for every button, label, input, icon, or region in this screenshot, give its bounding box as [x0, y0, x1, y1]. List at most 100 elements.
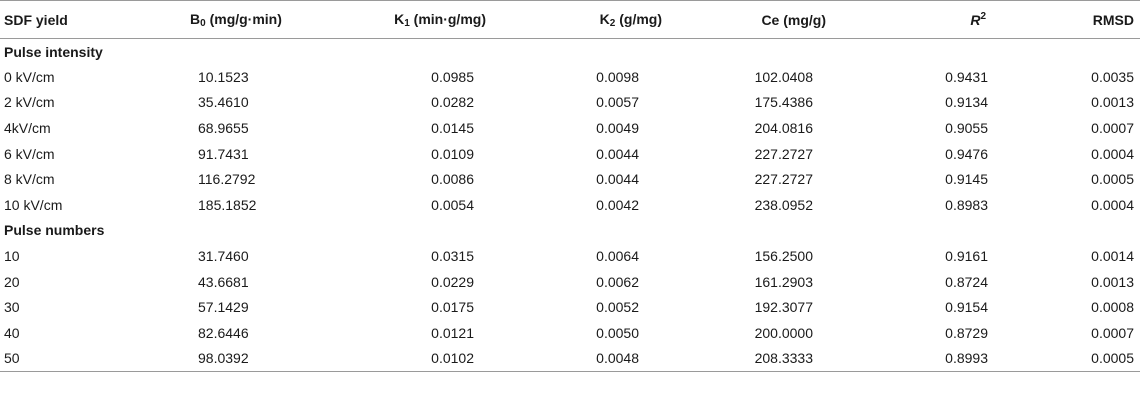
table-row: 50 98.0392 0.0102 0.0048 208.3333 0.8993 0.000…	[0, 345, 1140, 372]
cell-k2: 0.0048	[556, 345, 716, 372]
header-ce-label: Ce (mg/g)	[761, 11, 826, 28]
cell-k2: 0.0044	[596, 145, 639, 162]
cell-ce: 208.3333	[716, 345, 896, 372]
header-r2: R2	[896, 0, 1038, 39]
cell-b0: 116.2792	[198, 171, 256, 188]
section-header-row: Pulse intensity	[0, 39, 1140, 65]
cell-label: 8 kV/cm	[4, 171, 55, 188]
cell-k2: 0.0098	[596, 68, 639, 85]
section-header-row: Pulse numbers	[0, 218, 1140, 244]
cell-k2: 0.0049	[596, 120, 639, 137]
table-row: 10 31.7460 0.0315 0.0064 156.2500 0.9161 0.001…	[0, 243, 1140, 269]
cell-k1: 0.0121	[431, 324, 474, 341]
cell-b0: 68.9655	[198, 120, 249, 137]
header-b0-subscript: 0	[200, 17, 206, 29]
cell-r2: 0.8729	[945, 324, 988, 341]
header-k1-unit: (min·g/mg)	[409, 10, 486, 27]
cell-label: 30	[4, 299, 20, 316]
header-k1-symbol: K	[394, 10, 405, 27]
cell-r2: 0.8983	[945, 196, 988, 213]
header-b0-symbol: B	[190, 10, 201, 27]
cell-k2: 0.0050	[596, 324, 639, 341]
header-r2-symbol: R	[970, 12, 981, 28]
cell-k2: 0.0062	[596, 273, 639, 290]
cell-label: 0 kV/cm	[4, 68, 55, 85]
header-k2-symbol: K	[599, 10, 610, 27]
cell-k1: 0.0145	[431, 120, 474, 137]
header-k2-subscript: 2	[609, 17, 616, 29]
header-rmsd-label: RMSD	[1092, 11, 1134, 28]
header-r2-superscript: 2	[980, 11, 986, 22]
cell-r2: 0.9476	[945, 145, 988, 162]
table-header: SDF yield B0 (mg/g·min) K1 (min·g/mg) K2…	[0, 0, 1140, 39]
cell-ce: 200.0000	[754, 324, 813, 341]
cell-ce: 227.2727	[754, 145, 813, 162]
table-body: Pulse intensity 0 kV/cm 10.1523 0.0985 0.009…	[0, 39, 1140, 372]
cell-rmsd: 0.0004	[1091, 196, 1134, 213]
header-row: SDF yield B0 (mg/g·min) K1 (min·g/mg) K2…	[0, 0, 1140, 39]
kinetics-table: SDF yield B0 (mg/g·min) K1 (min·g/mg) K2…	[0, 0, 1140, 372]
cell-b0: 43.6681	[198, 273, 249, 290]
cell-rmsd: 0.0035	[1091, 68, 1134, 85]
cell-k2: 0.0052	[596, 299, 639, 316]
cell-k1: 0.0086	[431, 171, 474, 188]
cell-rmsd: 0.0005	[1091, 171, 1134, 188]
cell-rmsd: 0.0005	[1038, 345, 1140, 372]
cell-label: 10 kV/cm	[4, 196, 63, 213]
table-row: 2 kV/cm 35.4610 0.0282 0.0057 175.4386 0.9134…	[0, 90, 1140, 116]
cell-k2: 0.0042	[596, 196, 639, 213]
table-row: 6 kV/cm 91.7431 0.0109 0.0044 227.2727 0.9476…	[0, 141, 1140, 167]
cell-label: 2 kV/cm	[4, 94, 55, 111]
cell-b0: 31.7460	[198, 248, 249, 265]
cell-b0: 185.1852	[198, 196, 257, 213]
cell-b0: 91.7431	[198, 145, 249, 162]
table-row: 4kV/cm 68.9655 0.0145 0.0049 204.0816 0.9055 0…	[0, 115, 1140, 141]
cell-b0: 82.6446	[198, 324, 249, 341]
cell-ce: 175.4386	[754, 94, 813, 111]
header-sdf-yield-label: SDF yield	[4, 11, 68, 28]
cell-k1: 0.0054	[431, 196, 474, 213]
cell-rmsd: 0.0013	[1091, 273, 1134, 290]
table-row: 30 57.1429 0.0175 0.0052 192.3077 0.9154 0.000…	[0, 294, 1140, 320]
table-row: 10 kV/cm 185.1852 0.0054 0.0042 238.0952 0.89…	[0, 192, 1140, 218]
cell-label: 4kV/cm	[4, 120, 51, 137]
header-ce: Ce (mg/g)	[716, 0, 896, 39]
cell-r2: 0.9431	[945, 68, 988, 85]
header-k1: K1 (min·g/mg)	[348, 0, 556, 39]
header-b0: B0 (mg/g·min)	[150, 0, 348, 39]
header-k1-subscript: 1	[404, 17, 410, 29]
cell-label: 50	[0, 345, 150, 372]
header-k2: K2 (g/mg)	[556, 0, 716, 39]
cell-k1: 0.0102	[348, 345, 556, 372]
cell-k1: 0.0315	[431, 248, 474, 265]
cell-k1: 0.0229	[431, 273, 474, 290]
table-row: 20 43.6681 0.0229 0.0062 161.2903 0.8724 0.001…	[0, 269, 1140, 295]
header-b0-unit: (mg/g·min)	[205, 10, 282, 27]
cell-r2: 0.9154	[945, 299, 988, 316]
cell-b0: 35.4610	[198, 94, 249, 111]
cell-label: 6 kV/cm	[4, 145, 55, 162]
cell-r2: 0.9055	[945, 120, 988, 137]
cell-r2: 0.9161	[945, 248, 988, 265]
cell-ce: 161.2903	[754, 273, 813, 290]
cell-b0: 98.0392	[150, 345, 348, 372]
cell-ce: 238.0952	[754, 196, 813, 213]
cell-ce: 102.0408	[754, 68, 813, 85]
cell-rmsd: 0.0008	[1091, 299, 1134, 316]
cell-k2: 0.0044	[596, 171, 639, 188]
cell-ce: 204.0816	[754, 120, 813, 137]
cell-r2: 0.8724	[945, 273, 988, 290]
cell-k1: 0.0109	[431, 145, 474, 162]
cell-k2: 0.0057	[596, 94, 639, 111]
cell-k1: 0.0282	[431, 94, 474, 111]
cell-label: 40	[4, 324, 20, 341]
cell-r2: 0.9145	[945, 171, 988, 188]
table-row: 8 kV/cm 116.2792 0.0086 0.0044 227.2727 0.914…	[0, 166, 1140, 192]
table-row: 0 kV/cm 10.1523 0.0985 0.0098 102.0408 0.9431…	[0, 64, 1140, 90]
cell-b0: 57.1429	[198, 299, 249, 316]
cell-rmsd: 0.0007	[1091, 324, 1134, 341]
cell-ce: 227.2727	[754, 171, 813, 188]
cell-rmsd: 0.0013	[1091, 94, 1134, 111]
table-row: 40 82.6446 0.0121 0.0050 200.0000 0.8729 0.000…	[0, 320, 1140, 346]
